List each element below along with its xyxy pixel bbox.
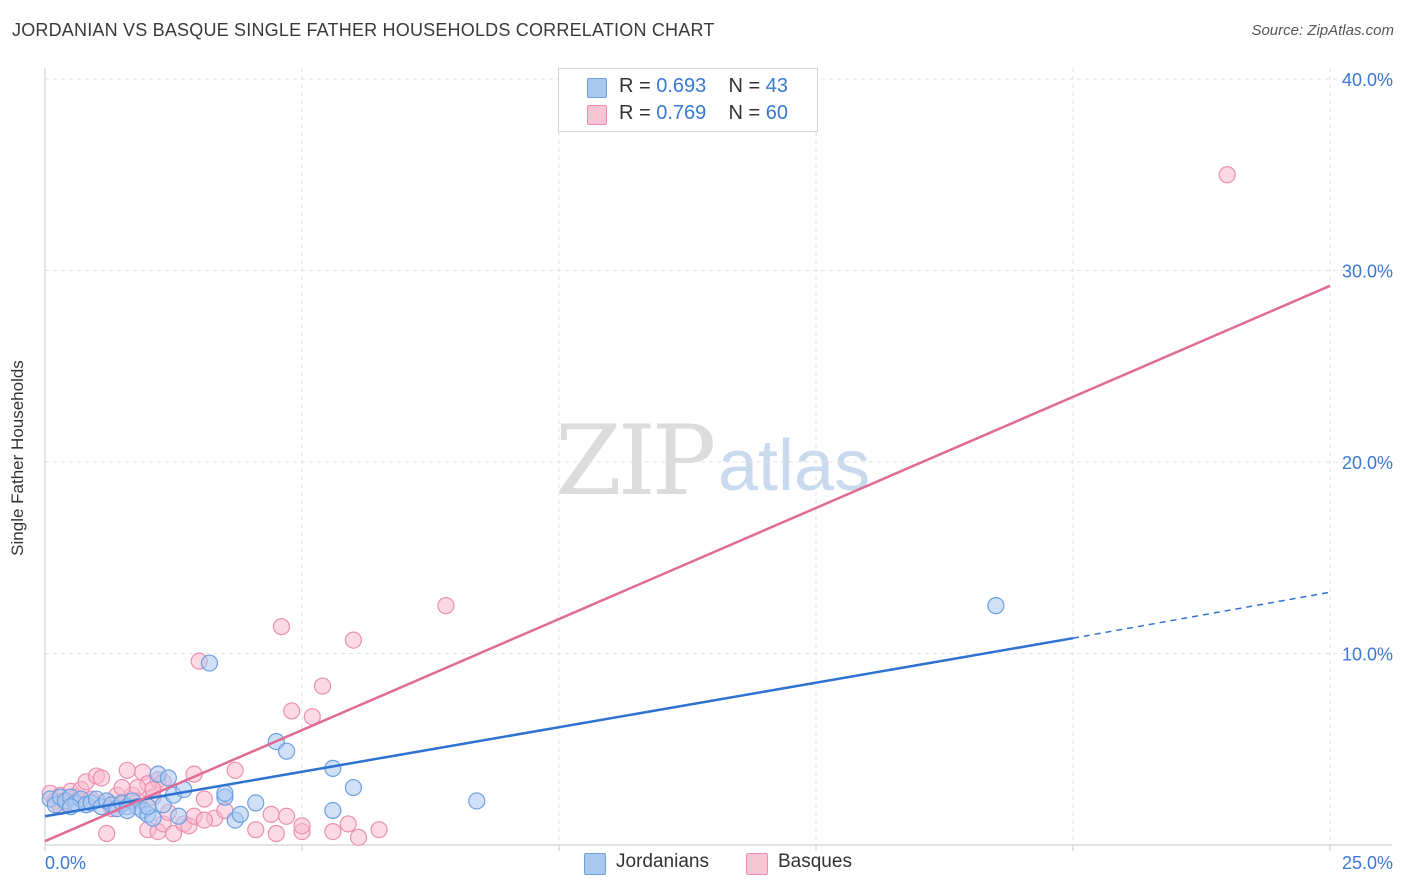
basque-point — [267, 824, 285, 843]
chart-title: JORDANIAN VS BASQUE SINGLE FATHER HOUSEH… — [12, 20, 715, 40]
basque-point — [324, 822, 342, 841]
bottom-legend-label-basques: Basques — [778, 851, 852, 872]
basque-point — [277, 807, 296, 825]
basque-point — [118, 761, 136, 779]
basque-point — [272, 618, 291, 636]
basque-point — [437, 597, 455, 615]
basque-point — [370, 821, 388, 839]
x-tick-label: 25.0% — [1342, 853, 1393, 873]
y-tick-label: 30.0% — [1342, 262, 1393, 282]
legend-r-value: 0.769 — [656, 102, 707, 124]
legend-n-value: 43 — [765, 75, 789, 97]
legend-n-label: N = — [728, 75, 766, 97]
y-tick-label: 10.0% — [1342, 645, 1393, 665]
basque-point — [293, 817, 311, 835]
basque-point — [92, 769, 111, 787]
basque-trendline — [44, 284, 1331, 843]
y-tick-label: 40.0% — [1342, 70, 1393, 90]
basque-point — [349, 828, 368, 846]
jordanian-point — [344, 778, 362, 797]
basque-point — [113, 778, 131, 797]
jordanian-point — [216, 784, 234, 802]
y-tick-label: 20.0% — [1342, 453, 1393, 473]
source-credit: Source: ZipAtlas.com — [1251, 22, 1394, 39]
basque-point — [1218, 166, 1236, 184]
basque-point — [195, 811, 213, 829]
jordanian-point — [277, 742, 296, 760]
jordanian-point — [139, 798, 157, 816]
basque-point — [247, 821, 265, 839]
basque-point — [313, 677, 332, 695]
basque-point — [195, 790, 213, 808]
basque-point — [339, 815, 357, 833]
basque-point — [283, 702, 301, 720]
legend-swatch-jordanians — [587, 78, 607, 98]
jordanian-point — [231, 805, 249, 823]
jordanian-trendline-extension — [1072, 591, 1331, 639]
bottom-legend-label-jordanians: Jordanians — [616, 851, 709, 872]
legend-r-value: 0.693 — [656, 75, 707, 97]
basque-point — [262, 805, 280, 823]
legend-r-label: R = — [619, 75, 657, 97]
y-axis-label: Single Father Households — [8, 360, 27, 556]
jordanian-point — [200, 654, 219, 672]
legend-r-label: R = — [619, 102, 657, 124]
legend-n-value: 60 — [765, 102, 789, 124]
basque-point — [98, 824, 116, 843]
watermark-zip: ZIP — [555, 405, 716, 517]
legend-swatch-basques — [587, 105, 607, 125]
basque-point — [344, 631, 362, 649]
jordanian-point — [170, 807, 188, 825]
stats-legend: R = 0.693 N = 43 R = 0.769 N = 60 — [558, 68, 818, 132]
x-tick-label: 0.0% — [45, 853, 86, 873]
jordanian-point — [468, 792, 486, 810]
jordanian-point — [247, 794, 265, 812]
bottom-legend-swatch-jordanians — [584, 853, 606, 875]
jordanian-point — [324, 801, 342, 820]
legend-n-label: N = — [728, 102, 766, 124]
watermark-atlas: atlas — [718, 426, 871, 506]
jordanian-trendline — [44, 636, 1074, 818]
basque-point — [226, 761, 244, 779]
jordanian-point — [987, 597, 1005, 615]
jordanian-point — [159, 769, 177, 787]
bottom-legend-swatch-basques — [746, 853, 768, 875]
